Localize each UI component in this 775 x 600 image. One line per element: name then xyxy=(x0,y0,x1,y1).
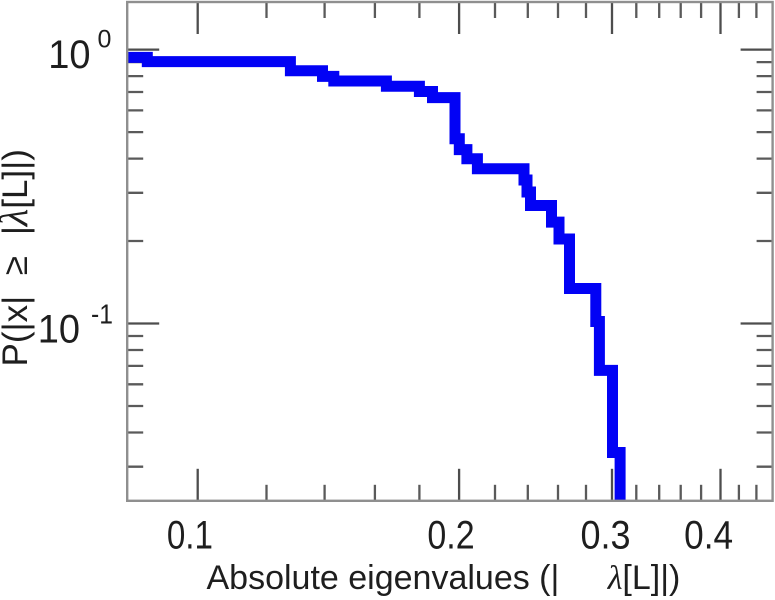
svg-text:-1: -1 xyxy=(91,298,113,330)
svg-text:0.3: 0.3 xyxy=(580,514,630,558)
svg-text:10: 10 xyxy=(48,33,90,77)
svg-text:Absolute eigenvalues (|: Absolute eigenvalues (| xyxy=(207,559,560,597)
svg-text:0.2: 0.2 xyxy=(427,512,474,557)
svg-text:λ[L]|): λ[L]|) xyxy=(607,559,681,597)
svg-text:P(|x| ≥ |λ[L]|): P(|x| ≥ |λ[L]|) xyxy=(0,149,36,366)
svg-text:0: 0 xyxy=(98,25,112,53)
svg-text:0.1: 0.1 xyxy=(167,513,213,558)
svg-text:0.4: 0.4 xyxy=(684,512,733,557)
svg-text:10: 10 xyxy=(38,307,80,351)
